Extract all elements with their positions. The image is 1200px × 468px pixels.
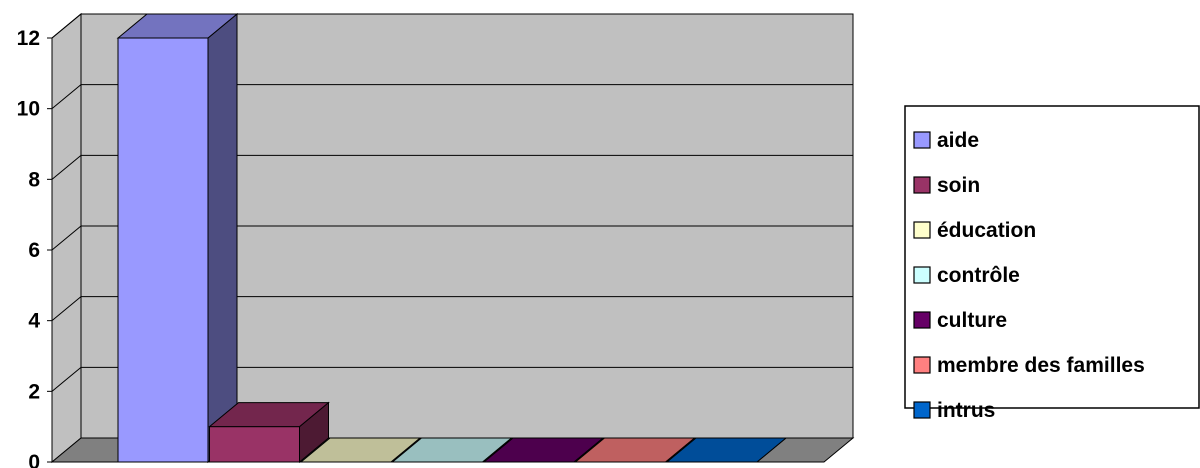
y-tick-label: 4 — [28, 310, 40, 333]
bar-1 — [208, 401, 330, 464]
y-tick-label: 8 — [28, 168, 40, 191]
legend-label: membre des familles — [937, 354, 1145, 377]
legend-swatch — [913, 401, 931, 419]
bar-0 — [116, 12, 239, 464]
bars — [116, 12, 788, 464]
legend-item: soin — [913, 174, 980, 197]
legend-item: culture — [913, 309, 1007, 332]
legend-swatch — [913, 266, 931, 284]
legend-swatch — [913, 131, 931, 149]
y-axis-ticks: 0 2 4 6 8 10 12 — [17, 27, 52, 468]
legend-label: éducation — [937, 219, 1036, 242]
bar-top — [574, 437, 696, 463]
gridline — [51, 84, 853, 110]
gridline — [51, 154, 853, 180]
bar-4 — [482, 437, 605, 463]
bar-top — [299, 437, 422, 463]
bar-side — [207, 12, 238, 464]
gridline — [51, 225, 853, 251]
bar-5 — [574, 437, 696, 463]
legend-item: intrus — [913, 399, 995, 422]
legend-swatch — [913, 176, 931, 194]
legend-item: aide — [913, 129, 979, 152]
legend-label: intrus — [937, 399, 995, 422]
legend-box — [904, 105, 1200, 409]
legend-label: contrôle — [937, 264, 1020, 287]
bar-front — [117, 37, 209, 463]
legend-label: soin — [937, 174, 980, 197]
bar-front — [209, 426, 300, 463]
y-tick-label: 6 — [28, 239, 40, 262]
legend: aide soin éducation contrôle culture membre d… — [904, 105, 1200, 422]
gridline — [51, 13, 853, 39]
y-tick-label: 2 — [28, 380, 40, 403]
gridline — [51, 366, 853, 392]
y-tick-label: 12 — [17, 27, 40, 50]
gridlines — [51, 13, 853, 392]
legend-item: contrôle — [913, 264, 1020, 287]
bar-top — [665, 437, 788, 463]
y-tick-label: 10 — [17, 98, 40, 121]
legend-swatch — [913, 356, 931, 374]
legend-swatch — [913, 311, 931, 329]
bar-3 — [391, 437, 513, 463]
legend-item: éducation — [913, 219, 1036, 242]
legend-label: culture — [937, 309, 1007, 332]
legend-swatch — [913, 221, 931, 239]
plot-area: 0 2 4 6 8 10 12 — [17, 12, 855, 468]
bar-top — [116, 13, 239, 39]
legend-items: aide soin éducation contrôle culture membre d… — [913, 129, 1145, 422]
legend-label: aide — [937, 129, 979, 152]
bar-top — [482, 437, 605, 463]
gridline — [51, 296, 853, 322]
legend-item: membre des familles — [913, 354, 1145, 377]
bar-6 — [665, 437, 788, 463]
y-tick-label: 0 — [28, 451, 40, 468]
bar-top — [391, 437, 513, 463]
bar-2 — [299, 437, 422, 463]
bar-top — [208, 402, 330, 428]
